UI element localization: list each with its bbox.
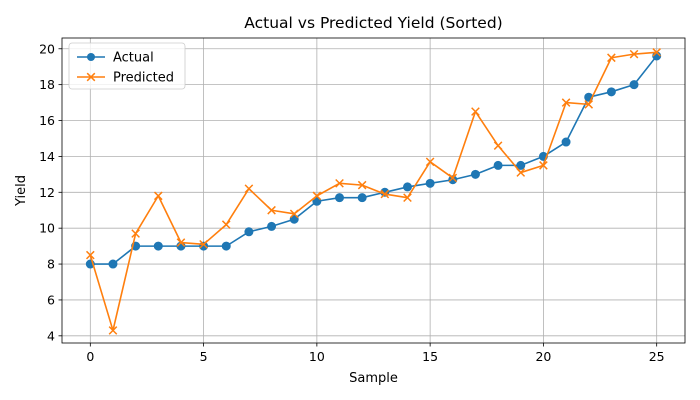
y-axis-label: Yield xyxy=(14,175,29,207)
legend-marker-x xyxy=(86,72,96,82)
actual-point xyxy=(606,87,616,97)
y-tick-label: 4 xyxy=(47,328,55,343)
predicted-point xyxy=(629,49,639,59)
predicted-point xyxy=(516,168,526,177)
x-axis-label: Sample xyxy=(349,371,398,386)
y-tick-label: 14 xyxy=(39,149,55,164)
actual-point xyxy=(425,178,435,188)
legend-label: Actual xyxy=(113,51,154,66)
plot-frame xyxy=(61,37,686,344)
y-tick-label: 6 xyxy=(47,292,55,307)
x-tick-label: 20 xyxy=(535,349,551,364)
legend-item-predicted: Predicted xyxy=(77,71,174,86)
predicted-point xyxy=(652,48,662,57)
grid-lines xyxy=(62,38,685,343)
x-tick-label: 0 xyxy=(86,349,94,364)
predicted-point xyxy=(312,191,322,201)
actual-point xyxy=(402,182,412,192)
actual-point xyxy=(470,169,480,179)
legend-swatch-marker xyxy=(87,53,95,61)
actual-point xyxy=(244,227,254,237)
legend: Actual Predicted xyxy=(68,42,186,90)
y-tick-label: 10 xyxy=(39,221,55,236)
predicted-point xyxy=(289,209,299,219)
predicted-point xyxy=(471,107,480,116)
actual-point xyxy=(335,193,345,203)
series-layer xyxy=(85,48,662,335)
predicted-point xyxy=(244,184,254,194)
x-axis: 0 5 10 15 20 25 xyxy=(86,343,665,364)
chart-title: Actual vs Predicted Yield (Sorted) xyxy=(244,14,502,32)
predicted-point xyxy=(108,326,118,335)
y-tick-label: 20 xyxy=(39,41,55,56)
predicted-point xyxy=(493,141,503,150)
actual-point xyxy=(357,193,367,203)
predicted-point xyxy=(221,220,231,229)
actual-point xyxy=(267,221,277,231)
predicted-point xyxy=(131,229,140,238)
predicted-point xyxy=(85,250,95,260)
predicted-line xyxy=(89,51,657,332)
actual-point xyxy=(516,160,526,170)
predicted-point xyxy=(380,189,390,199)
actual-point xyxy=(153,241,163,251)
y-tick-label: 16 xyxy=(39,113,55,128)
actual-point xyxy=(108,259,118,269)
actual-point xyxy=(629,80,639,90)
x-tick-label: 5 xyxy=(200,349,208,364)
predicted-point xyxy=(539,161,548,170)
predicted-series xyxy=(85,48,662,335)
y-tick-label: 8 xyxy=(47,257,55,272)
predicted-point xyxy=(561,98,571,107)
y-tick-label: 12 xyxy=(39,185,55,200)
predicted-point xyxy=(584,100,594,109)
actual-point xyxy=(493,160,503,170)
legend-label: Predicted xyxy=(113,71,174,86)
predicted-point xyxy=(267,205,276,215)
x-tick-label: 25 xyxy=(649,349,665,364)
predicted-point xyxy=(425,157,435,167)
actual-point xyxy=(561,137,571,147)
legend-swatch-marker xyxy=(86,72,96,82)
predicted-point xyxy=(403,193,412,203)
y-axis: 4 6 8 10 12 14 16 18 20 xyxy=(39,41,62,343)
predicted-point xyxy=(335,178,344,188)
predicted-point xyxy=(357,180,367,190)
x-tick-label: 10 xyxy=(309,349,325,364)
actual-point xyxy=(289,214,299,224)
predicted-point xyxy=(176,238,186,247)
predicted-point xyxy=(607,53,616,63)
legend-marker-circle xyxy=(87,53,95,61)
actual-point xyxy=(221,241,231,251)
actual-point xyxy=(312,196,322,206)
y-tick-label: 18 xyxy=(39,77,55,92)
legend-item-actual: Actual xyxy=(77,51,154,66)
x-tick-label: 15 xyxy=(422,349,438,364)
predicted-point xyxy=(199,239,208,249)
predicted-point xyxy=(448,173,458,183)
predicted-point xyxy=(153,191,163,201)
